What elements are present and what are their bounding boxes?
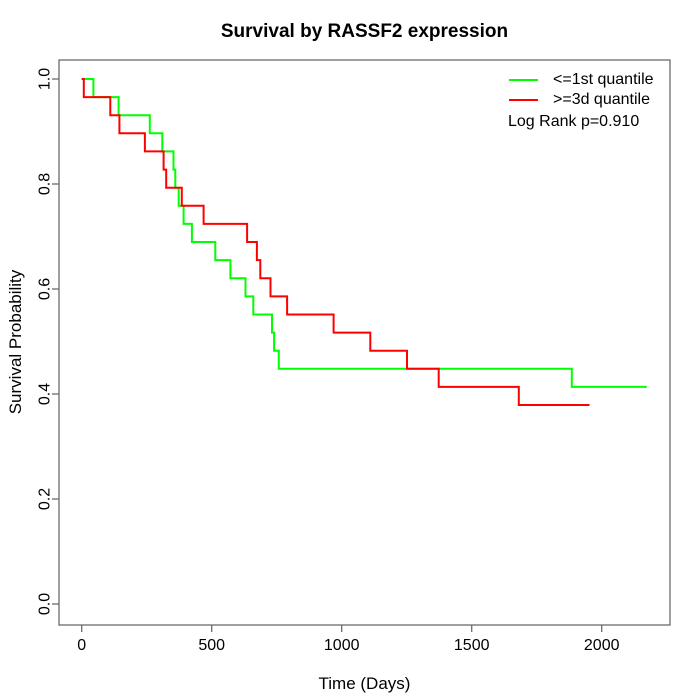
survival-curve-green	[81, 78, 647, 388]
survival-curve-red	[81, 78, 590, 406]
x-tick-label: 0	[77, 637, 86, 654]
legend-label-3d-quantile: >=3d quantile	[553, 91, 650, 108]
x-tick-label: 2000	[584, 637, 620, 654]
x-axis-label: Time (Days)	[318, 674, 411, 693]
y-tick-label: 0.2	[37, 488, 54, 510]
y-tick-label: 0.4	[37, 383, 54, 405]
y-axis-label: Survival Probability	[6, 269, 25, 415]
x-tick-label: 1000	[324, 637, 360, 654]
y-tick-label: 0.0	[37, 593, 54, 615]
x-tick-label: 500	[198, 637, 225, 654]
y-tick-label: 0.6	[37, 278, 54, 300]
legend-line-red	[509, 99, 538, 101]
chart-title: Survival by RASSF2 expression	[220, 21, 509, 42]
x-tick-label: 1500	[454, 637, 490, 654]
y-tick-label: 1.0	[37, 68, 54, 90]
legend-line-green	[509, 79, 538, 81]
legend: <=1st quantile >=3d quantile	[509, 70, 654, 110]
y-tick-label: 0.8	[37, 173, 54, 195]
legend-label-1st-quantile: <=1st quantile	[553, 71, 654, 88]
plot-box	[58, 59, 671, 626]
legend-item-3d-quantile: >=3d quantile	[509, 90, 654, 110]
legend-item-1st-quantile: <=1st quantile	[509, 70, 654, 90]
log-rank-annotation: Log Rank p=0.910	[508, 113, 640, 130]
